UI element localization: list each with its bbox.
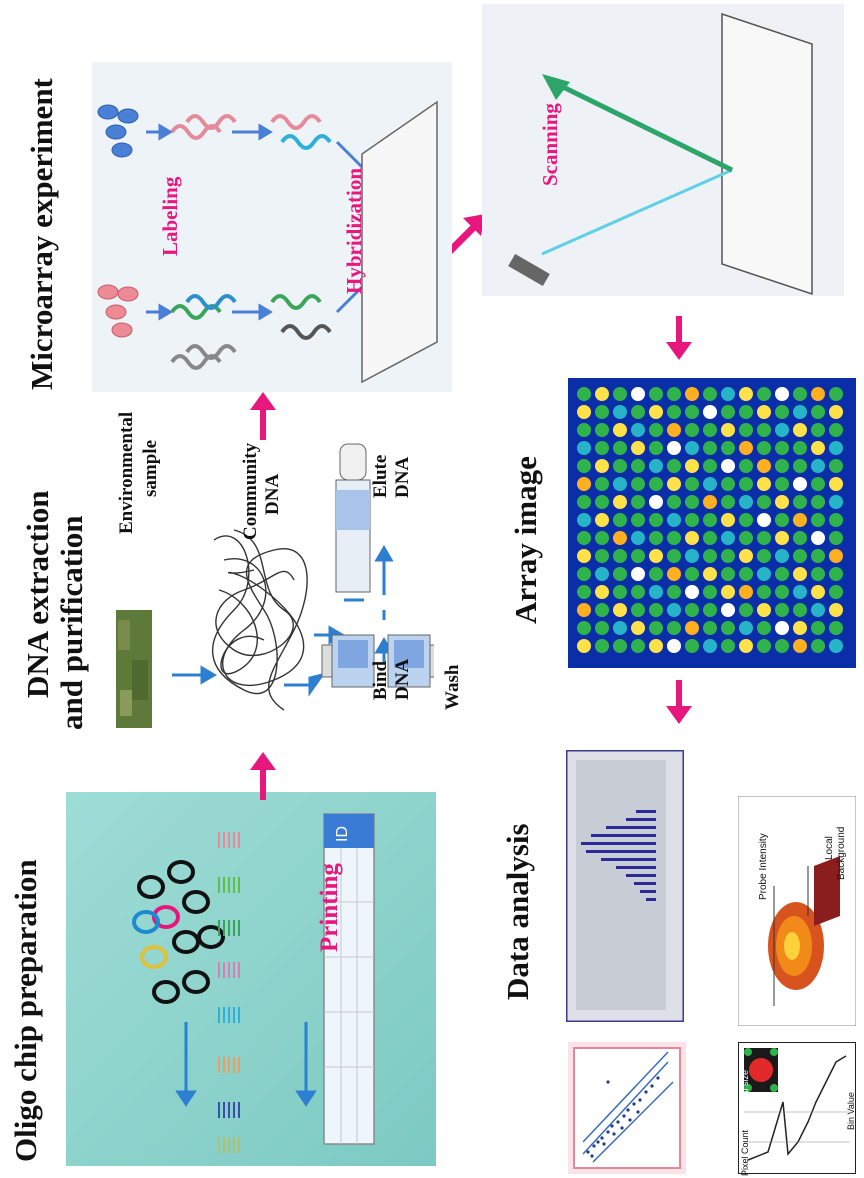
oligo-chip-panel: Printing ID [66,792,436,1166]
scatter-plot-panel [568,1042,686,1174]
arrow-oligo-to-dna [250,752,276,800]
microarray-panel [92,62,452,392]
scanning-panel [482,4,844,296]
arrow-dna-to-microarray [250,392,276,440]
bind-dna-label-2: DNA [392,658,413,700]
bind-dna-label-1: Bind [370,660,391,700]
surface-plot-panel [738,796,856,1026]
title-dna-extraction: DNA extraction [20,490,55,698]
pixel-count-label: Pixel Count [740,1129,750,1176]
title-oligo-chip-preparation: Oligo chip preparation [8,859,43,1162]
histogram-panel [566,750,684,1022]
title-array-image: Array image [508,456,543,624]
line-plot-panel [738,1042,856,1174]
title-data-analysis: Data analysis [500,823,535,1000]
community-dna-label-2: DNA [262,473,283,515]
labeling-label: Labeling [158,176,182,256]
local-background-label-1: Local [824,836,835,860]
local-background-label-2: Background [836,826,847,880]
wash-label: Wash [442,664,463,710]
local-size-label: Local size [740,1069,750,1110]
scanning-label: Scanning [538,103,562,186]
arrow-scanning-to-array [666,316,692,360]
title-and-purification: and purification [54,515,89,730]
elute-dna-label-2: DNA [392,456,413,498]
title-microarray-experiment: Microarray experiment [24,78,59,390]
chip-id-label: ID [334,826,351,842]
environmental-sample-label-2: sample [140,440,161,497]
community-dna-label-1: Community [240,442,261,540]
hybridization-label: Hybridization [342,167,366,294]
bin-value-label: Bin Value [846,1092,856,1130]
printing-label: Printing [316,863,343,952]
probe-intensity-label: Probe Intensity [758,833,769,900]
arrow-microarray-to-scanning [446,214,485,255]
array-image-panel [568,378,856,668]
environmental-sample-label-1: Environmental [116,411,137,534]
dna-extraction-panel [114,440,434,750]
elute-dna-label-1: Elute [370,454,391,498]
arrow-array-to-analysis [666,680,692,724]
